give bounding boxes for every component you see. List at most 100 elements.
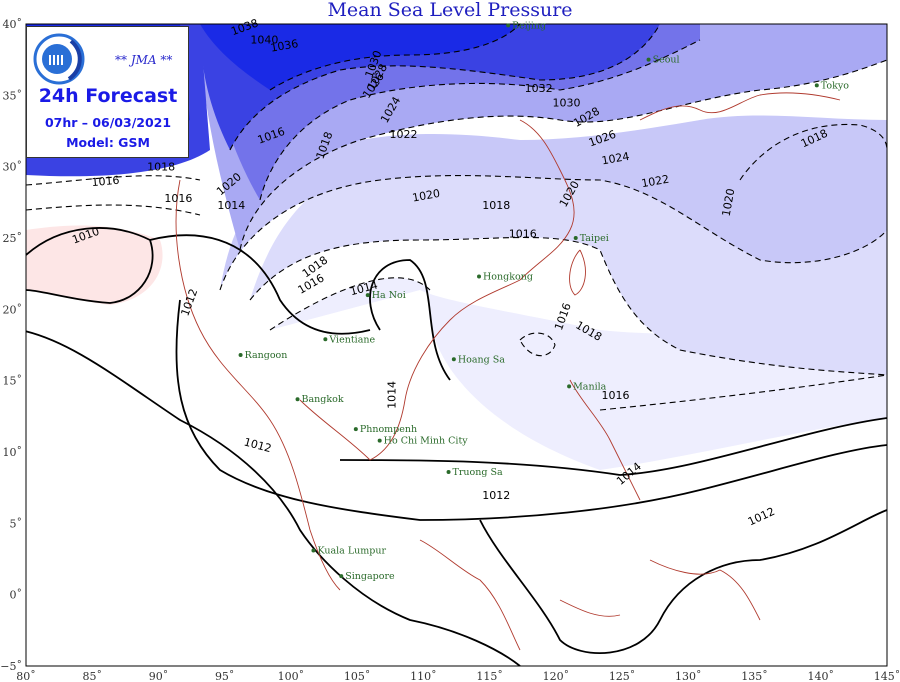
city-label: Singapore [345, 571, 395, 582]
city-label: Seoul [653, 55, 680, 66]
isobar-value: 1016 [91, 174, 120, 189]
isobar-label: 1022 [640, 173, 670, 191]
isobar-label: 1014 [386, 381, 399, 409]
y-tick-label: 0˚ [10, 589, 23, 602]
city-label: Vientiane [328, 334, 375, 345]
city-label: Manila [573, 381, 607, 392]
y-tick-label: 30˚ [3, 161, 23, 174]
y-tick-label: 15˚ [3, 375, 23, 388]
isobar-label: 1018 [147, 161, 175, 174]
axis-ticks: 80˚ 85˚ 90˚ 95˚ 100˚ 105˚ 110˚ 115˚ 120˚ 125˚ 130˚… [0, 18, 900, 682]
isobar-label: 1022 [390, 128, 418, 141]
city-dot [573, 236, 578, 240]
city-dot [506, 23, 511, 28]
plot-frame [25, 23, 888, 667]
isobar-label: 1016 [91, 174, 120, 189]
city-dot [339, 574, 344, 579]
city-markers: Beijing Seoul Tokyo Taipei Hongkong Ha Noi Vie… [238, 20, 849, 582]
city-label: Beijing [512, 20, 546, 31]
agency-label: ** JMA ** [115, 53, 173, 67]
city-dot [365, 293, 370, 298]
city-dot [451, 357, 456, 362]
isobar-value: 1030 [552, 96, 580, 109]
isobar-value: 1020 [411, 187, 441, 205]
isobar-label: 1016 [601, 389, 629, 402]
isobar-label: 1040 [250, 34, 278, 47]
solid-isobars [26, 227, 887, 666]
isobar-label: 1020 [411, 187, 441, 205]
city-dot [353, 427, 358, 432]
isobar-label: 1032 [525, 82, 553, 95]
isobar-value: 1032 [525, 82, 553, 95]
city-dot [238, 352, 243, 357]
isobar-value: 1020 [720, 188, 738, 218]
isobar-label: 1014 [217, 199, 245, 212]
x-tick-label: 85˚ [82, 670, 102, 682]
forecast-time: 07hr – 06/03/2021 [44, 115, 172, 130]
isobar-value: 1016 [601, 389, 629, 402]
isobar-label: 1018 [482, 199, 510, 212]
map-title: Mean Sea Level Pressure [327, 0, 573, 21]
dashed-isobars [26, 24, 887, 411]
x-tick-label: 145˚ [874, 670, 900, 682]
forecast-model: Model: GSM [66, 135, 150, 150]
y-tick-label: −5˚ [0, 660, 22, 673]
city-label: Ha Noi [372, 290, 406, 301]
isobar-value: 1022 [640, 173, 670, 191]
x-tick-label: 120˚ [543, 670, 570, 682]
band-low [26, 225, 163, 305]
isobar-label: 1024 [601, 150, 631, 168]
x-tick-label: 115˚ [476, 670, 503, 682]
city-dot [311, 548, 316, 553]
isobar-value: 1016 [164, 192, 192, 205]
x-tick-label: 110˚ [410, 670, 437, 682]
y-tick-label: 5˚ [10, 517, 23, 530]
isobar-label: 1016 [164, 192, 192, 205]
city-label: Taipei [580, 233, 609, 244]
isobar-value: 1018 [482, 199, 510, 212]
city-label: Phnompenh [360, 424, 417, 435]
city-dot [477, 274, 482, 279]
city-label: Tokyo [821, 80, 849, 91]
y-tick-label: 20˚ [3, 303, 23, 316]
x-tick-label: 105˚ [344, 670, 371, 682]
isobar-label: 1036 [269, 37, 299, 55]
forecast-info-box: ** JMA ** 24h Forecast 07hr – 06/03/2021… [26, 26, 189, 158]
city-label: Kuala Lumpur [317, 545, 386, 556]
x-tick-label: 80˚ [16, 670, 36, 682]
isobar-label: 1020 [720, 188, 738, 218]
y-tick-label: 25˚ [3, 232, 23, 245]
city-label: Rangoon [245, 350, 288, 361]
x-tick-label: 95˚ [215, 670, 235, 682]
isobar-value: 1018 [147, 161, 175, 174]
x-tick-label: 90˚ [149, 670, 169, 682]
city-label: Ho Chi Minh City [384, 436, 469, 447]
city-dot [446, 469, 451, 474]
city-label: Hongkong [483, 272, 533, 283]
x-tick-label: 140˚ [808, 670, 835, 682]
isobar-value: 1014 [217, 199, 245, 212]
city-dot [323, 337, 328, 342]
y-tick-label: 35˚ [3, 89, 23, 102]
city-label: Bangkok [302, 394, 344, 405]
jma-logo-icon [33, 33, 85, 85]
isobar-value: 1022 [390, 128, 418, 141]
isobar-value: 1040 [250, 34, 278, 47]
band-high-max [200, 24, 520, 90]
isobar-label: 1030 [552, 96, 580, 109]
coastlines [175, 92, 841, 651]
city-dot [567, 384, 572, 389]
isobar-value: 1024 [601, 150, 631, 168]
band-1018-1020 [220, 115, 887, 290]
isobar-value: 1012 [482, 489, 510, 502]
isobar-value: 1036 [269, 37, 299, 55]
city-dot [646, 57, 651, 62]
y-tick-label: 10˚ [3, 446, 23, 459]
band-1014-1016 [270, 277, 887, 470]
x-tick-label: 135˚ [741, 670, 768, 682]
x-tick-label: 100˚ [278, 670, 305, 682]
city-label: Hoang Sa [458, 354, 505, 365]
city-label: Truong Sa [453, 467, 503, 478]
isobar-value: 1016 [509, 228, 537, 241]
isobar-label: 1012 [482, 489, 510, 502]
